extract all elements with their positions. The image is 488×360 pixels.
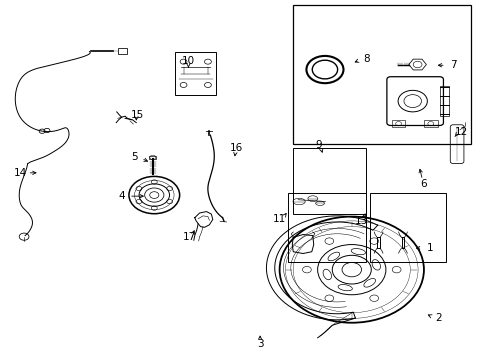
Bar — [118, 48, 127, 54]
Text: 2: 2 — [434, 313, 441, 323]
Text: 3: 3 — [256, 339, 263, 349]
Text: 9: 9 — [315, 140, 321, 150]
Text: 8: 8 — [363, 54, 369, 64]
Text: 16: 16 — [229, 143, 243, 153]
Text: 13: 13 — [354, 216, 367, 226]
Text: 11: 11 — [272, 215, 285, 224]
Bar — [293, 5, 470, 144]
Text: 14: 14 — [14, 168, 27, 178]
Text: 6: 6 — [420, 179, 427, 189]
Bar — [288, 193, 366, 262]
Text: 5: 5 — [131, 152, 138, 162]
Text: 7: 7 — [449, 60, 456, 70]
Bar — [369, 193, 445, 262]
Text: 12: 12 — [454, 127, 467, 136]
Text: 15: 15 — [130, 110, 143, 120]
Bar — [149, 156, 156, 159]
Text: 17: 17 — [183, 232, 196, 242]
Bar — [439, 86, 448, 116]
Text: 4: 4 — [118, 191, 124, 201]
Text: 1: 1 — [426, 243, 432, 253]
Bar — [293, 148, 366, 214]
Bar — [391, 121, 405, 127]
Bar — [423, 121, 437, 127]
Text: 10: 10 — [182, 56, 195, 66]
